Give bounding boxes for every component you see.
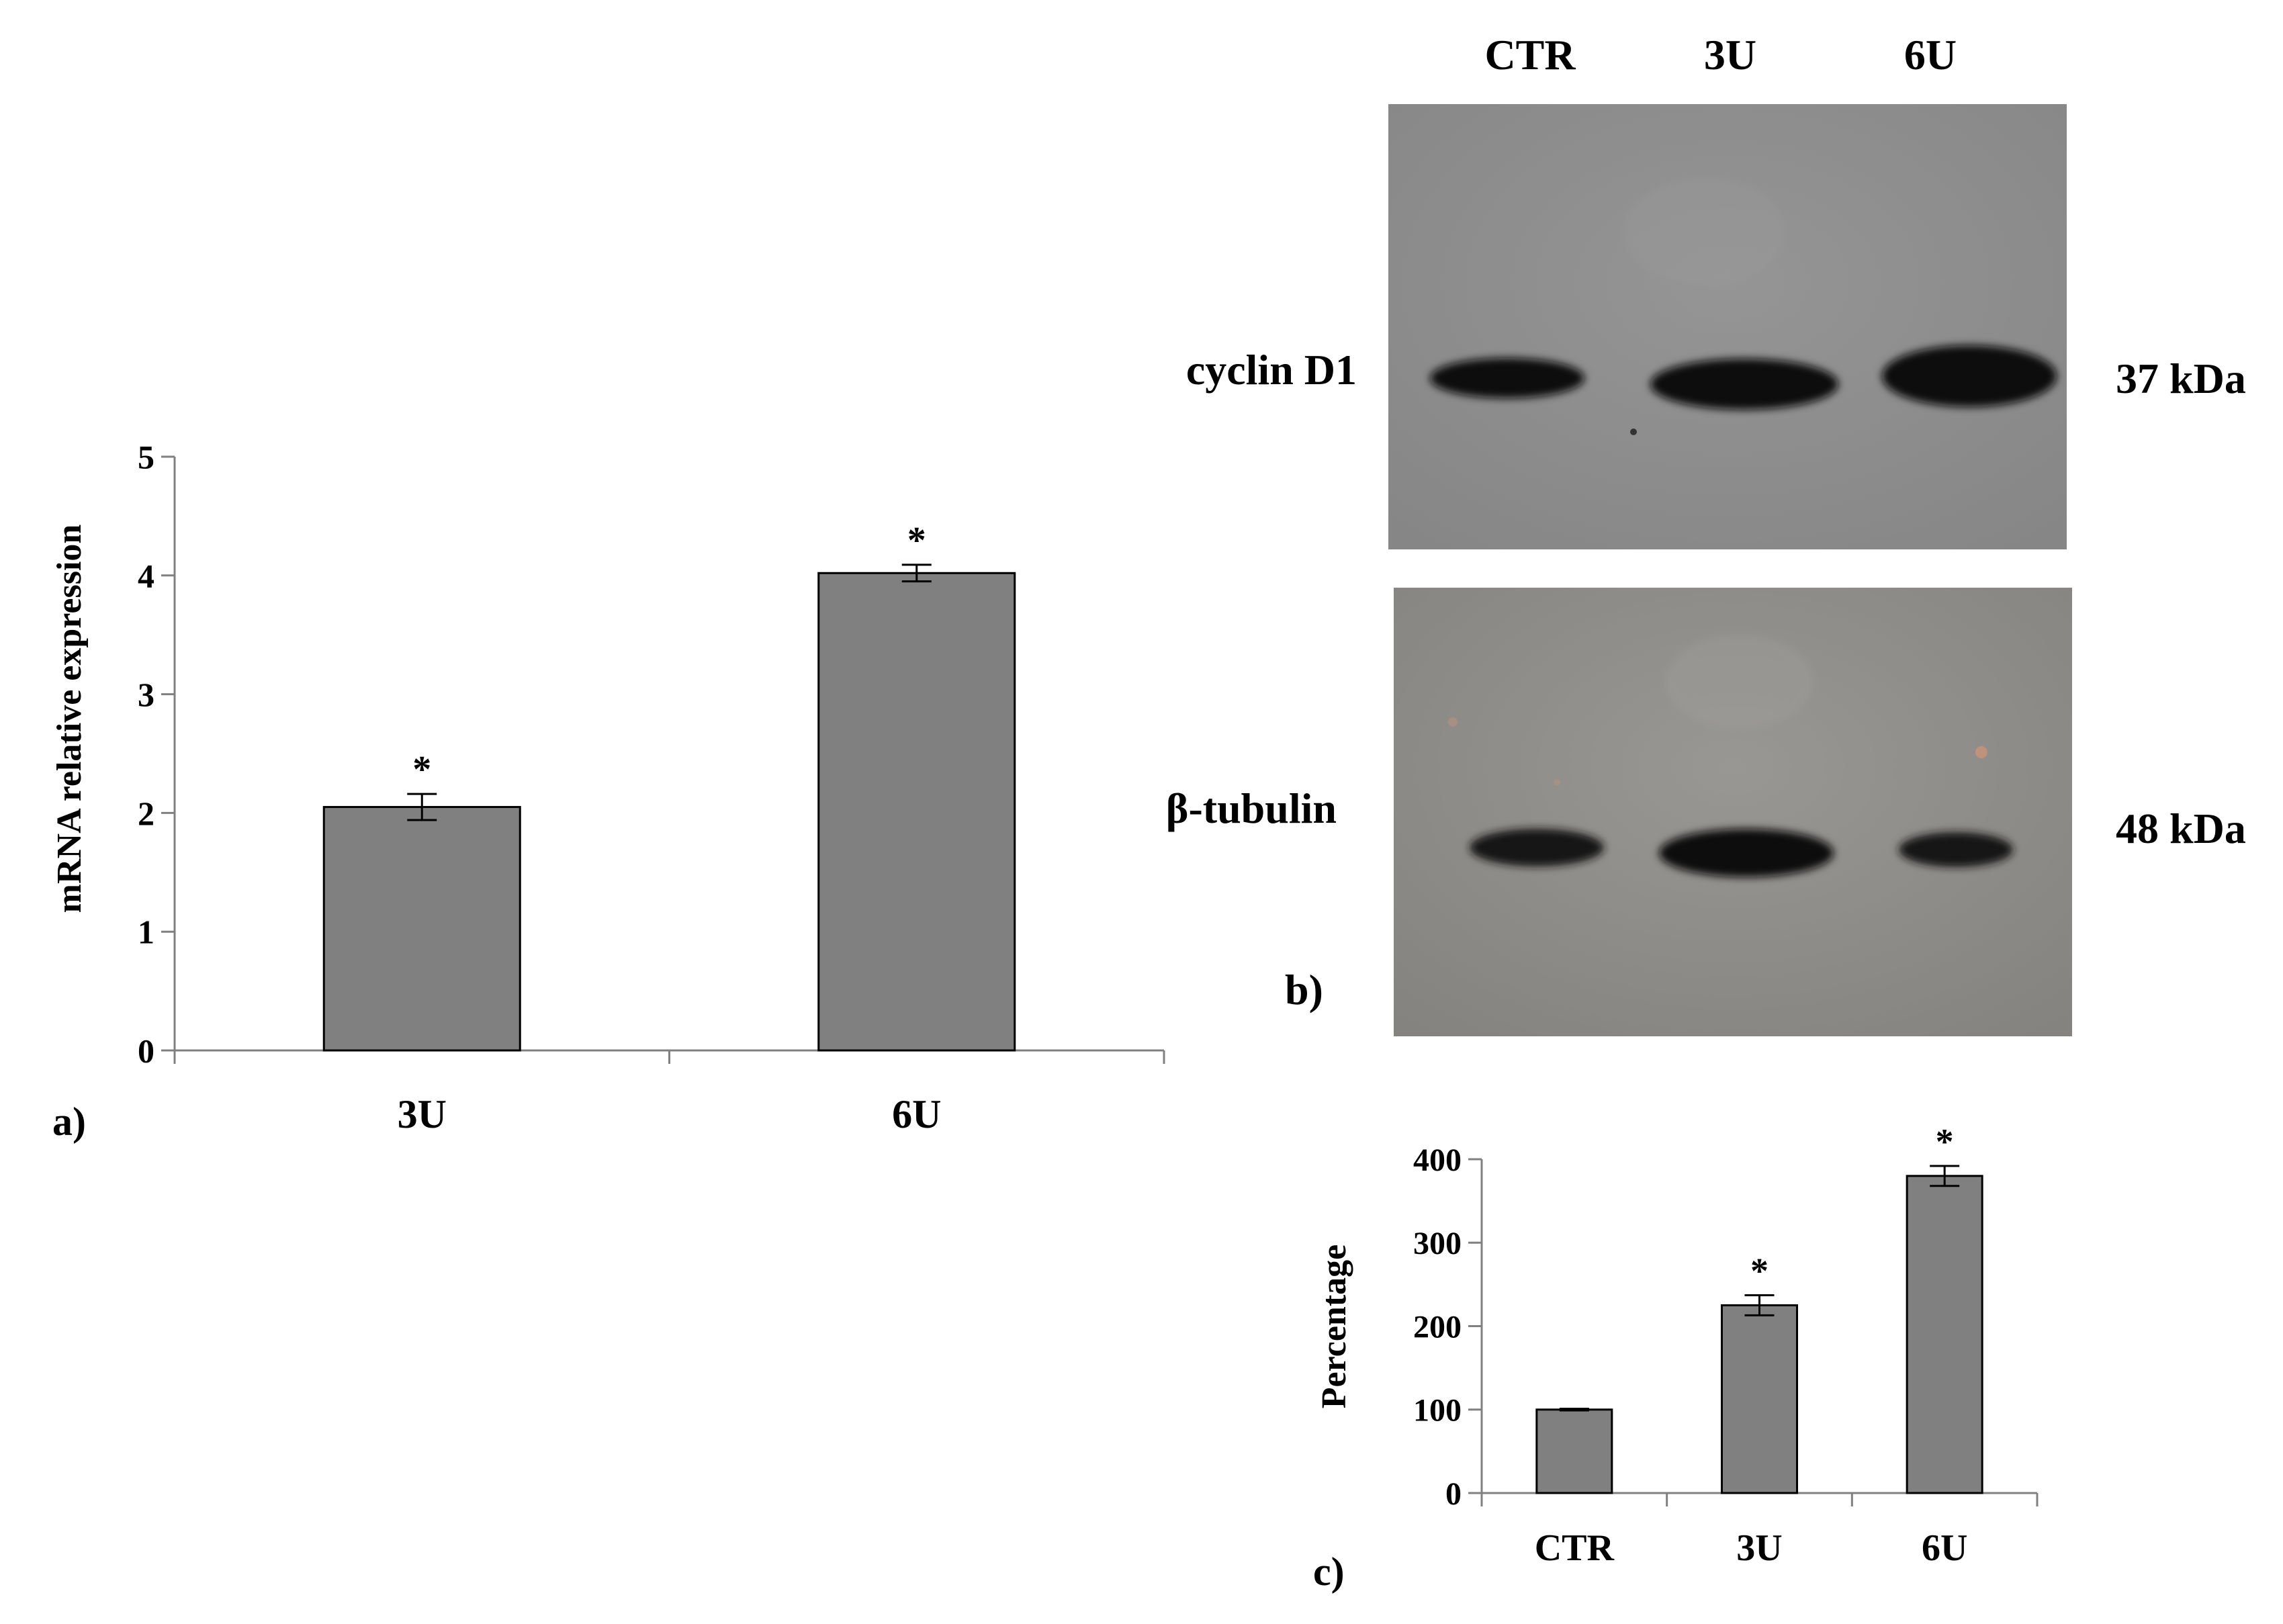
blot-lane-label-6u: 6U	[1904, 31, 1957, 79]
c-category-label-3u: 3U	[1736, 1527, 1782, 1569]
c-bar-6u	[1906, 1175, 1983, 1494]
blot-lane-label-3u: 3U	[1704, 31, 1756, 79]
a-y-tick-label: 1	[138, 913, 154, 951]
a-y-tick-label: 4	[138, 557, 154, 594]
a-error-bar-3u	[407, 793, 437, 821]
a-significance-3u: *	[412, 749, 431, 791]
c-significance-3u: *	[1750, 1251, 1769, 1292]
chart-c-percentage: 0 100 200 300 400 CTR * 3U * 6U Percentage c)	[1313, 1122, 2039, 1594]
blot-size-48kda: 48 kDa	[2116, 805, 2246, 852]
a-y-tick-label: 2	[138, 795, 154, 832]
c-y-tick-label: 400	[1413, 1142, 1462, 1178]
western-blot-panel: CTR 3U 6U cyclin D1 37 kDa β-tubulin 48 …	[1166, 31, 2246, 1036]
a-category-label-6u: 6U	[892, 1092, 941, 1136]
blot-row-label-beta-tubulin: β-tubulin	[1166, 784, 1337, 832]
c-category-label-6u: 6U	[1922, 1527, 1967, 1569]
c-panel-label: c)	[1313, 1549, 1345, 1594]
c-error-bar-6u	[1930, 1165, 1960, 1187]
blot-membrane-beta-tubulin	[1394, 588, 2072, 1036]
a-bar-3u	[322, 806, 521, 1052]
c-bar-3u	[1721, 1304, 1798, 1494]
band-cyclin-d1-6u	[1882, 345, 2057, 407]
c-bar-ctr	[1535, 1408, 1613, 1494]
c-category-label-ctr: CTR	[1535, 1527, 1615, 1569]
a-error-bar-6u	[901, 563, 932, 583]
blot-row-label-cyclin-d1: cyclin D1	[1186, 346, 1357, 394]
blot-lane-label-ctr: CTR	[1484, 31, 1576, 79]
band-cyclin-d1-ctr	[1430, 358, 1584, 398]
band-beta-tubulin-ctr	[1470, 829, 1604, 866]
c-y-tick-label: 0	[1445, 1476, 1462, 1512]
b-panel-label: b)	[1285, 966, 1323, 1013]
c-y-tick-label: 300	[1413, 1226, 1462, 1261]
a-category-label-3u: 3U	[398, 1092, 447, 1136]
chart-a-mrna-expression: 0 1 2 3 4 5 * 3U * 6U mRNA relative expression a)	[50, 439, 1165, 1144]
c-error-bar-ctr	[1559, 1408, 1589, 1412]
a-panel-label: a)	[52, 1099, 86, 1144]
a-y-axis-label: mRNA relative expression	[50, 525, 89, 913]
a-y-tick-label: 5	[138, 439, 154, 476]
a-y-tick-label: 0	[138, 1032, 154, 1070]
blot-membrane-cyclin-d1	[1388, 104, 2067, 549]
band-cyclin-d1-3u	[1650, 359, 1838, 410]
a-significance-6u: *	[907, 520, 926, 561]
band-beta-tubulin-6u	[1899, 832, 2013, 867]
c-error-bar-3u	[1744, 1294, 1775, 1316]
c-significance-6u: *	[1936, 1122, 1954, 1162]
a-bar-6u	[817, 572, 1016, 1052]
blot-size-37kda: 37 kDa	[2116, 355, 2246, 402]
band-beta-tubulin-3u	[1659, 829, 1834, 877]
c-y-axis-label: Percentage	[1315, 1245, 1353, 1408]
c-y-tick-label: 200	[1413, 1309, 1462, 1345]
c-y-tick-label: 100	[1413, 1393, 1462, 1429]
a-y-tick-label: 3	[138, 676, 154, 713]
